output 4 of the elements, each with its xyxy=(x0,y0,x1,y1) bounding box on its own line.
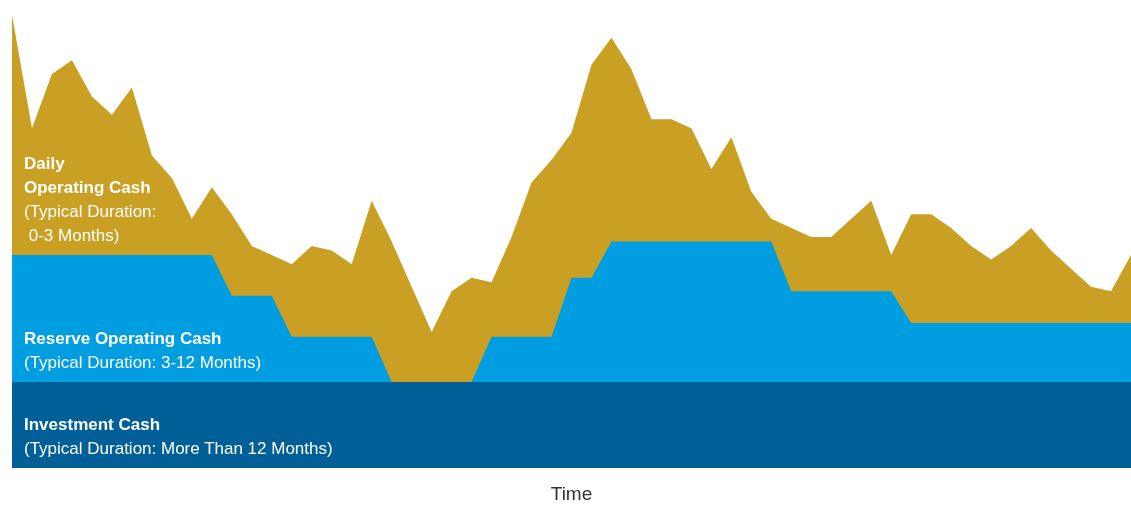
x-axis-title: Time xyxy=(550,482,593,504)
series-label: Daily Operating Cash (Typical Duration: 0-3 Months) xyxy=(24,154,157,246)
series-label: Reserve Operating Cash (Typical Duration: 3-12 Months) xyxy=(24,328,262,372)
series-label: Investment Cash (Typical Duration: More Than 12 Months) xyxy=(24,415,333,458)
